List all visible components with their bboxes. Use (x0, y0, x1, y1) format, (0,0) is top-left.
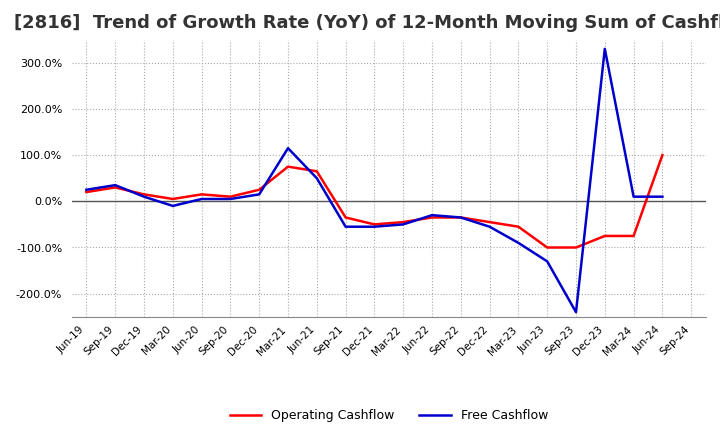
Operating Cashflow (168, 196, 177, 202)
Line: Operating Cashflow: Operating Cashflow (86, 155, 662, 247)
Operating Cashflow (197, 192, 206, 197)
Title: [2816]  Trend of Growth Rate (YoY) of 12-Month Moving Sum of Cashflows: [2816] Trend of Growth Rate (YoY) of 12-… (14, 15, 720, 33)
Operating Cashflow (572, 245, 580, 250)
Free Cashflow (572, 310, 580, 315)
Free Cashflow (399, 222, 408, 227)
Operating Cashflow (312, 169, 321, 174)
Operating Cashflow (629, 233, 638, 238)
Operating Cashflow (456, 215, 465, 220)
Free Cashflow (341, 224, 350, 229)
Free Cashflow (82, 187, 91, 192)
Legend: Operating Cashflow, Free Cashflow: Operating Cashflow, Free Cashflow (225, 404, 553, 427)
Free Cashflow (456, 215, 465, 220)
Free Cashflow (284, 146, 292, 151)
Free Cashflow (111, 183, 120, 188)
Operating Cashflow (226, 194, 235, 199)
Free Cashflow (197, 196, 206, 202)
Operating Cashflow (82, 189, 91, 194)
Free Cashflow (600, 46, 609, 51)
Free Cashflow (428, 213, 436, 218)
Free Cashflow (168, 203, 177, 209)
Free Cashflow (370, 224, 379, 229)
Operating Cashflow (485, 220, 494, 225)
Operating Cashflow (514, 224, 523, 229)
Operating Cashflow (255, 187, 264, 192)
Operating Cashflow (428, 215, 436, 220)
Operating Cashflow (111, 185, 120, 190)
Free Cashflow (312, 176, 321, 181)
Free Cashflow (514, 240, 523, 246)
Free Cashflow (543, 259, 552, 264)
Operating Cashflow (543, 245, 552, 250)
Operating Cashflow (600, 233, 609, 238)
Free Cashflow (226, 196, 235, 202)
Free Cashflow (140, 194, 148, 199)
Operating Cashflow (341, 215, 350, 220)
Operating Cashflow (399, 220, 408, 225)
Free Cashflow (629, 194, 638, 199)
Line: Free Cashflow: Free Cashflow (86, 49, 662, 312)
Free Cashflow (255, 192, 264, 197)
Operating Cashflow (370, 222, 379, 227)
Operating Cashflow (140, 192, 148, 197)
Operating Cashflow (284, 164, 292, 169)
Free Cashflow (658, 194, 667, 199)
Free Cashflow (485, 224, 494, 229)
Operating Cashflow (658, 152, 667, 158)
